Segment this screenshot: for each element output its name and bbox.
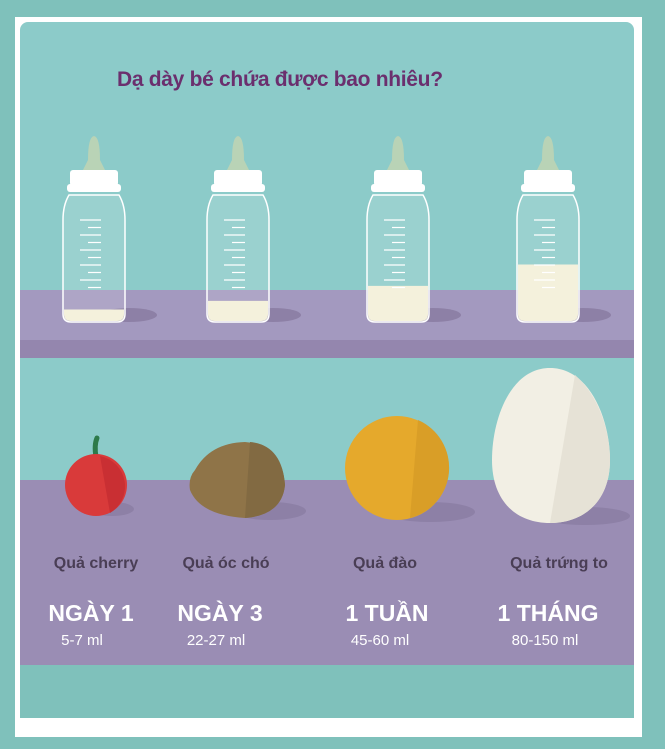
item-period: NGÀY 1 [48, 600, 134, 626]
peach-icon [345, 416, 475, 522]
top-shelf-front [20, 340, 634, 358]
milk-level [368, 285, 428, 321]
page-title: Dạ dày bé chứa được bao nhiêu? [117, 68, 443, 91]
bottom-band [20, 665, 634, 718]
item-volume: 5-7 ml [61, 632, 103, 649]
baby-bottle-icon [62, 136, 157, 323]
item-name: Quả đào [352, 555, 417, 572]
item-period: NGÀY 3 [177, 600, 263, 626]
baby-bottle-icon [206, 136, 301, 323]
item-name: Quả cherry [53, 555, 139, 572]
item-period: 1 TUẦN [345, 600, 429, 626]
walnut-icon [189, 442, 306, 520]
item-volume: 45-60 ml [350, 632, 410, 649]
cherry-icon [65, 435, 134, 516]
milk-level [208, 300, 268, 321]
item-volume: 80-150 ml [511, 632, 579, 649]
baby-bottle-icon [366, 136, 461, 323]
item-name: Quả trứng to [510, 555, 608, 572]
item-volume: 22-27 ml [186, 632, 246, 649]
item-period: 1 THÁNG [497, 600, 599, 626]
milk-level [518, 264, 578, 321]
baby-bottle-icon [516, 136, 611, 323]
egg-icon [492, 368, 630, 525]
milk-level [64, 309, 124, 321]
item-name: Quả óc chó [182, 555, 270, 572]
